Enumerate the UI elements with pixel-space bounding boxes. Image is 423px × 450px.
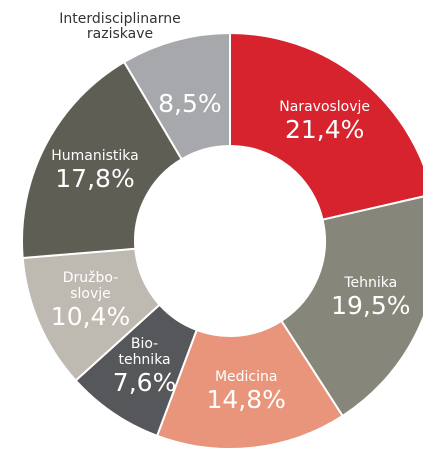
- wedge: [155, 319, 344, 450]
- value-label: 8,5%: [158, 89, 222, 119]
- slice-label: 8,5%: [158, 89, 222, 119]
- slice-label: Humanistika 17,8%: [51, 148, 139, 194]
- value-label: 7,6%: [112, 367, 177, 397]
- slice-label: Naravoslovje 21,4%: [279, 99, 370, 145]
- value-label: 19,5%: [331, 291, 411, 321]
- wedge: [229, 31, 423, 221]
- value-label: 17,8%: [55, 164, 135, 194]
- category-label: Medicina: [214, 369, 278, 386]
- wedge: [280, 195, 423, 418]
- value-label: 21,4%: [284, 115, 365, 145]
- category-label: Tehnika: [344, 275, 398, 292]
- slice-label: Medicina 14,8%: [206, 369, 285, 415]
- wedge: [122, 31, 231, 161]
- category-label: Naravoslovje: [279, 99, 371, 116]
- category-label: Humanistika: [51, 148, 139, 165]
- slice-label: Tehnika 19,5%: [331, 275, 410, 321]
- category-label: Interdisciplinarne raziskave: [59, 11, 181, 42]
- value-label: 14,8%: [206, 385, 286, 415]
- value-label: 10,4%: [50, 302, 131, 332]
- category-label: Bio- tehnika: [118, 335, 171, 368]
- wedge: [21, 60, 184, 260]
- slice-label: Bio- tehnika 7,6%: [113, 336, 177, 398]
- slice-label: Družbo- slovje 10,4%: [51, 270, 130, 332]
- category-label: Družbo- slovje: [62, 270, 119, 303]
